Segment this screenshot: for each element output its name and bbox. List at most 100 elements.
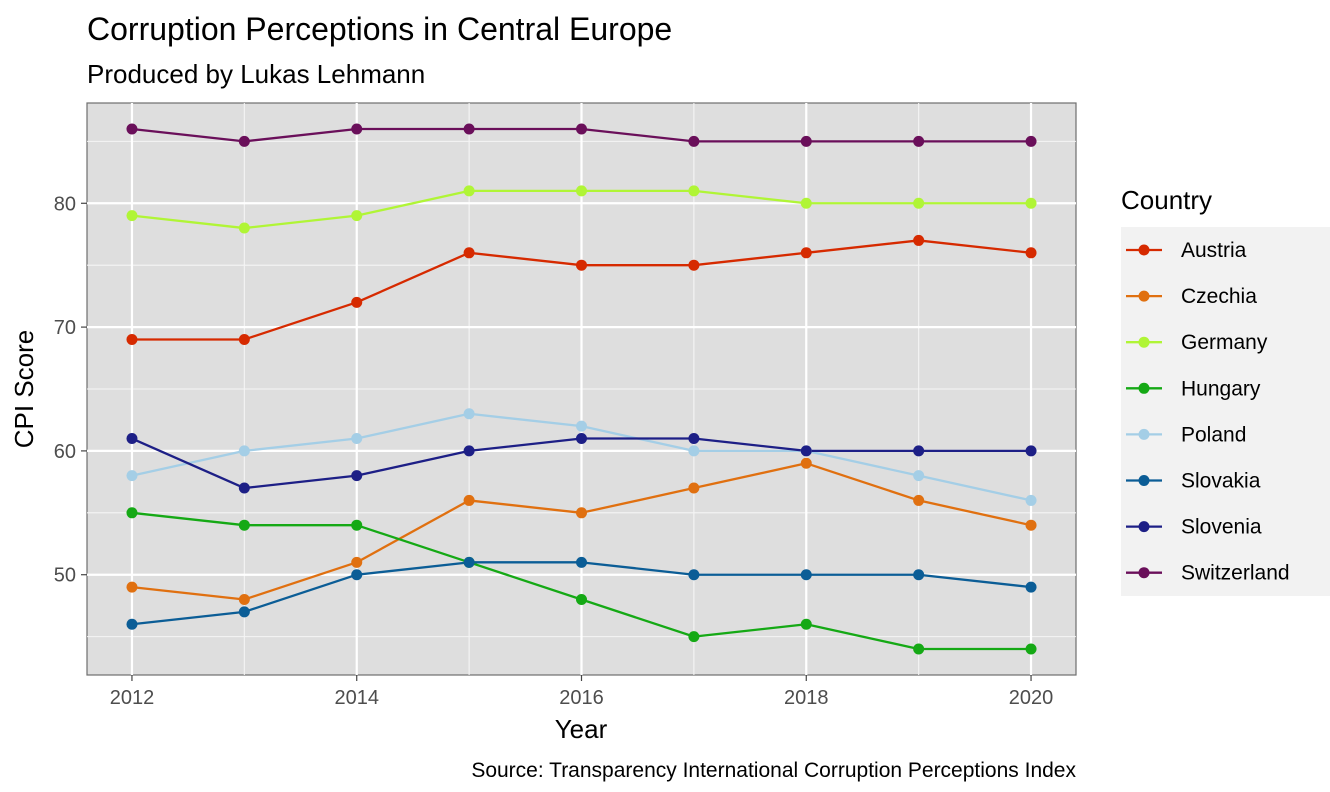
legend-item-czechia: Czechia bbox=[1124, 276, 1257, 317]
y-tick-label: 80 bbox=[54, 193, 76, 215]
chart-subtitle: Produced by Lukas Lehmann bbox=[87, 59, 425, 89]
data-point-slovenia bbox=[800, 445, 812, 457]
data-point-slovakia bbox=[1025, 581, 1037, 593]
data-point-poland bbox=[913, 470, 925, 482]
data-point-poland bbox=[238, 445, 250, 457]
x-axis-label: Year bbox=[555, 714, 608, 744]
data-point-czechia bbox=[800, 457, 812, 469]
data-point-germany bbox=[800, 197, 812, 209]
legend-label: Slovenia bbox=[1181, 516, 1262, 539]
legend-label: Slovakia bbox=[1181, 470, 1261, 493]
data-point-germany bbox=[913, 197, 925, 209]
data-point-austria bbox=[800, 247, 812, 259]
y-tick-label: 60 bbox=[54, 441, 76, 463]
data-point-switzerland bbox=[126, 123, 138, 135]
data-point-switzerland bbox=[238, 135, 250, 147]
data-point-slovenia bbox=[913, 445, 925, 457]
legend-key-point bbox=[1138, 336, 1150, 348]
data-point-germany bbox=[1025, 197, 1037, 209]
data-point-hungary bbox=[1025, 643, 1037, 655]
data-point-germany bbox=[238, 222, 250, 234]
data-point-czechia bbox=[688, 482, 700, 494]
data-point-austria bbox=[463, 247, 475, 259]
data-point-czechia bbox=[1025, 519, 1037, 531]
data-point-switzerland bbox=[351, 123, 363, 135]
data-point-hungary bbox=[351, 519, 363, 531]
data-point-switzerland bbox=[1025, 135, 1037, 147]
legend-label: Hungary bbox=[1181, 377, 1261, 400]
legend-label: Switzerland bbox=[1181, 562, 1290, 585]
chart-title: Corruption Perceptions in Central Europe bbox=[87, 11, 672, 47]
legend-title: Country bbox=[1121, 185, 1212, 215]
data-point-slovenia bbox=[126, 433, 138, 445]
data-point-switzerland bbox=[913, 135, 925, 147]
legend-item-hungary: Hungary bbox=[1124, 368, 1261, 409]
data-point-switzerland bbox=[800, 135, 812, 147]
x-tick-label: 2020 bbox=[1009, 687, 1054, 709]
data-point-slovakia bbox=[688, 569, 700, 581]
x-axis-ticks: 2012 2014 2016 2018 2020 bbox=[110, 675, 1054, 709]
data-point-germany bbox=[688, 185, 700, 197]
legend-key-point bbox=[1138, 382, 1150, 394]
data-point-czechia bbox=[576, 507, 587, 519]
data-point-poland bbox=[1025, 494, 1037, 506]
legend-item-austria: Austria bbox=[1124, 230, 1247, 270]
data-point-slovenia bbox=[688, 433, 700, 445]
x-tick-label: 2012 bbox=[110, 687, 155, 709]
data-point-germany bbox=[463, 185, 475, 197]
data-point-slovakia bbox=[576, 556, 587, 568]
data-point-germany bbox=[351, 210, 363, 222]
data-point-switzerland bbox=[463, 123, 475, 135]
data-point-austria bbox=[576, 259, 587, 271]
data-point-hungary bbox=[238, 519, 250, 531]
legend-key-point bbox=[1138, 428, 1150, 440]
data-point-slovakia bbox=[238, 606, 250, 618]
legend-item-slovakia: Slovakia bbox=[1124, 460, 1261, 501]
data-point-austria bbox=[913, 234, 925, 246]
legend-key-point bbox=[1138, 521, 1150, 533]
data-point-germany bbox=[126, 210, 138, 222]
data-point-poland bbox=[688, 445, 700, 457]
data-point-slovakia bbox=[351, 569, 363, 581]
y-axis-ticks: 50 60 70 80 bbox=[54, 193, 87, 587]
data-point-austria bbox=[1025, 247, 1037, 259]
data-point-czechia bbox=[351, 556, 363, 568]
data-point-germany bbox=[576, 185, 587, 197]
data-point-slovenia bbox=[351, 470, 363, 482]
legend-label: Poland bbox=[1181, 423, 1246, 446]
x-tick-label: 2018 bbox=[784, 687, 829, 709]
data-point-slovenia bbox=[238, 482, 250, 494]
legend: Country Austria Czechia Germany Hungary Pola… bbox=[1121, 185, 1330, 596]
y-axis-label: CPI Score bbox=[9, 330, 39, 449]
legend-item-germany: Germany bbox=[1124, 322, 1268, 363]
data-point-austria bbox=[351, 296, 363, 308]
legend-key-point bbox=[1138, 567, 1150, 579]
data-point-czechia bbox=[463, 494, 475, 506]
chart-caption: Source: Transparency International Corru… bbox=[471, 759, 1076, 782]
data-point-switzerland bbox=[688, 135, 700, 147]
y-tick-label: 50 bbox=[54, 565, 76, 587]
data-point-hungary bbox=[800, 618, 812, 630]
data-point-poland bbox=[463, 408, 475, 420]
data-point-slovakia bbox=[463, 556, 475, 568]
legend-item-slovenia: Slovenia bbox=[1124, 506, 1262, 547]
data-point-austria bbox=[238, 333, 250, 345]
data-point-czechia bbox=[913, 494, 925, 506]
legend-label: Austria bbox=[1181, 239, 1247, 262]
data-point-slovakia bbox=[126, 618, 138, 630]
legend-item-switzerland: Switzerland bbox=[1124, 552, 1290, 593]
data-point-austria bbox=[688, 259, 700, 271]
data-point-switzerland bbox=[576, 123, 587, 135]
data-point-poland bbox=[351, 433, 363, 445]
series-points bbox=[126, 123, 1037, 655]
data-point-poland bbox=[576, 420, 587, 432]
data-point-slovenia bbox=[1025, 445, 1037, 457]
data-point-czechia bbox=[126, 581, 138, 593]
data-point-slovenia bbox=[463, 445, 475, 457]
data-point-slovenia bbox=[576, 433, 587, 445]
legend-label: Germany bbox=[1181, 331, 1268, 354]
data-point-slovakia bbox=[913, 569, 925, 581]
data-point-hungary bbox=[913, 643, 925, 655]
legend-key-point bbox=[1138, 290, 1150, 302]
